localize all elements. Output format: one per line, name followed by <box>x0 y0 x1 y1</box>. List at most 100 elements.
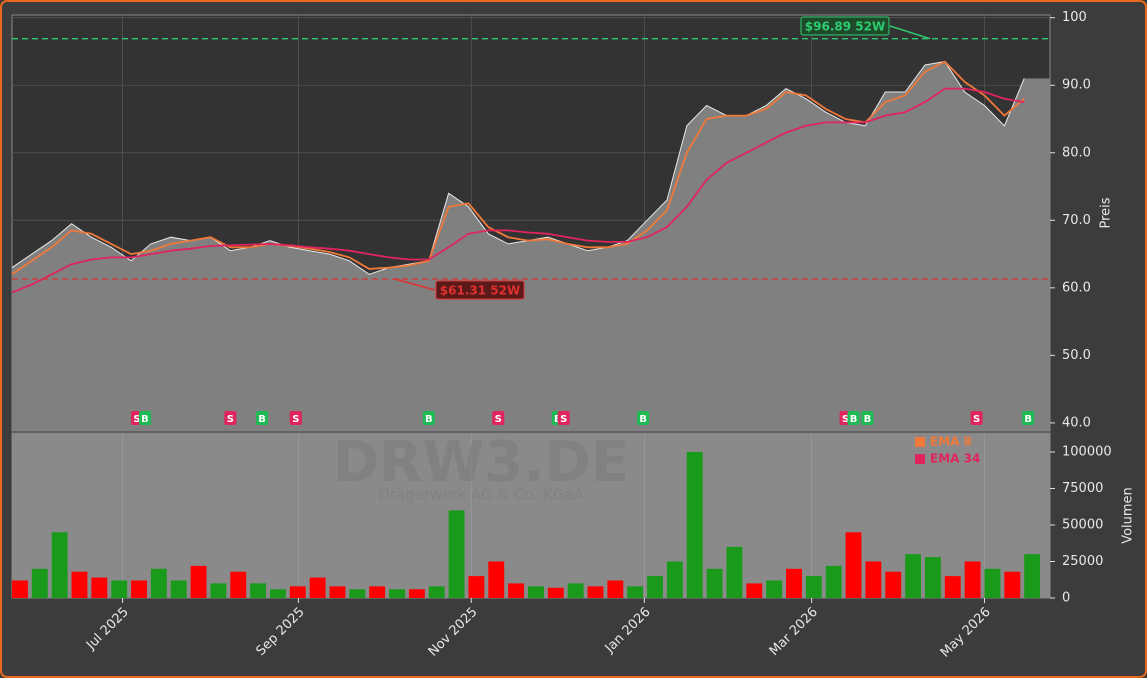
signal-label: B <box>864 414 872 425</box>
volume-bar <box>905 554 921 598</box>
volume-bar <box>289 586 306 598</box>
legend-swatch <box>915 454 925 464</box>
legend-label: EMA 8 <box>930 435 972 449</box>
volume-bar <box>845 532 862 598</box>
volume-bar <box>488 561 505 598</box>
y-axis-label: Preis <box>1099 197 1114 228</box>
y-tick-label: 100 <box>1062 10 1087 25</box>
signal-label: B <box>258 414 266 425</box>
ema-line <box>11 87 1025 294</box>
signal-marker <box>492 411 505 425</box>
signal-label: B <box>850 414 858 425</box>
volume-bar <box>91 577 108 598</box>
watermark: DRW3.DE <box>333 430 629 495</box>
volume-bar <box>448 510 465 598</box>
signal-marker <box>637 411 650 425</box>
volume-bar <box>805 576 822 598</box>
y-tick-label: 90.0 <box>1062 78 1091 93</box>
signal-label: S <box>973 414 980 425</box>
y-tick-label: 40.0 <box>1062 415 1091 430</box>
signal-marker <box>861 411 874 425</box>
volume-bar <box>627 586 644 598</box>
signal-marker <box>1022 411 1035 425</box>
volume-bar <box>190 565 207 598</box>
y-tick-label: 25000 <box>1062 554 1103 569</box>
volume-bar <box>250 583 267 598</box>
volume-bar <box>71 571 88 598</box>
signal-label: S <box>133 414 140 425</box>
volume-bar <box>686 451 703 598</box>
volume-bar <box>547 587 564 598</box>
volume-bar <box>726 546 743 598</box>
volume-bar <box>666 561 683 598</box>
signal-marker <box>138 411 151 425</box>
signal-label: B <box>141 414 149 425</box>
signal-marker <box>557 411 570 425</box>
signal-marker <box>256 411 269 425</box>
y-tick-label: 50.0 <box>1062 348 1091 363</box>
volume-bar <box>309 577 326 598</box>
y-axis-label: Volumen <box>1121 487 1136 544</box>
volume-bar <box>865 561 882 598</box>
volume-bar <box>766 580 783 598</box>
volume-bar <box>408 589 425 598</box>
volume-bar <box>825 565 842 598</box>
watermark: Drägerwerk AG & Co. KGaA <box>378 486 584 504</box>
arrow <box>394 278 436 291</box>
volume-bar <box>706 568 723 598</box>
volume-bar <box>210 583 227 598</box>
volume-bar <box>111 580 128 598</box>
volume-bar <box>349 589 366 598</box>
volume-bar <box>150 568 167 598</box>
label-box <box>435 280 525 300</box>
price-area <box>12 61 1050 431</box>
y-tick-label: 50000 <box>1062 517 1103 532</box>
volume-bar <box>567 583 584 598</box>
signal-marker <box>847 411 860 425</box>
volume-bar <box>329 586 346 598</box>
volume-bar <box>944 576 961 598</box>
volume-bar <box>964 561 981 598</box>
signal-label: S <box>227 414 234 425</box>
legend-label: EMA 34 <box>930 452 980 466</box>
volume-bar <box>230 571 247 598</box>
signal-marker <box>224 411 237 425</box>
volume-bar <box>270 589 286 598</box>
signal-label: S <box>495 414 502 425</box>
label-box <box>800 16 890 36</box>
y-tick-label: 80.0 <box>1062 145 1091 160</box>
volume-bar <box>389 589 405 598</box>
y-tick-label: 60.0 <box>1062 280 1091 295</box>
signal-marker <box>289 411 302 425</box>
volume-bar <box>885 571 902 598</box>
hline-label: $61.31 52W <box>440 284 520 298</box>
volume-bar <box>647 576 663 598</box>
legend-swatch <box>915 437 925 447</box>
y-tick-label: 75000 <box>1062 481 1103 496</box>
signal-label: S <box>292 414 299 425</box>
volume-bar <box>468 576 485 598</box>
volume-bar <box>1004 571 1021 598</box>
volume-bar <box>984 568 1001 598</box>
volume-bar <box>746 583 763 598</box>
y-tick-label: 70.0 <box>1062 213 1091 228</box>
volume-bar <box>587 586 604 598</box>
signal-label: S <box>842 414 849 425</box>
signal-label: S <box>560 414 567 425</box>
volume-bar <box>528 586 544 598</box>
y-tick-label: 100000 <box>1062 444 1112 459</box>
volume-bar <box>924 557 941 598</box>
signal-label: B <box>1024 414 1032 425</box>
volume-bar <box>369 586 386 598</box>
volume-bar <box>1024 554 1041 598</box>
volume-bar <box>508 583 525 598</box>
volume-bar <box>786 568 802 598</box>
hline-label: $96.89 52W <box>805 20 885 34</box>
arrow <box>889 25 931 40</box>
volume-bar <box>607 580 624 598</box>
signal-label: B <box>639 414 647 425</box>
ema-line <box>11 60 1025 276</box>
volume-bar <box>51 532 68 598</box>
